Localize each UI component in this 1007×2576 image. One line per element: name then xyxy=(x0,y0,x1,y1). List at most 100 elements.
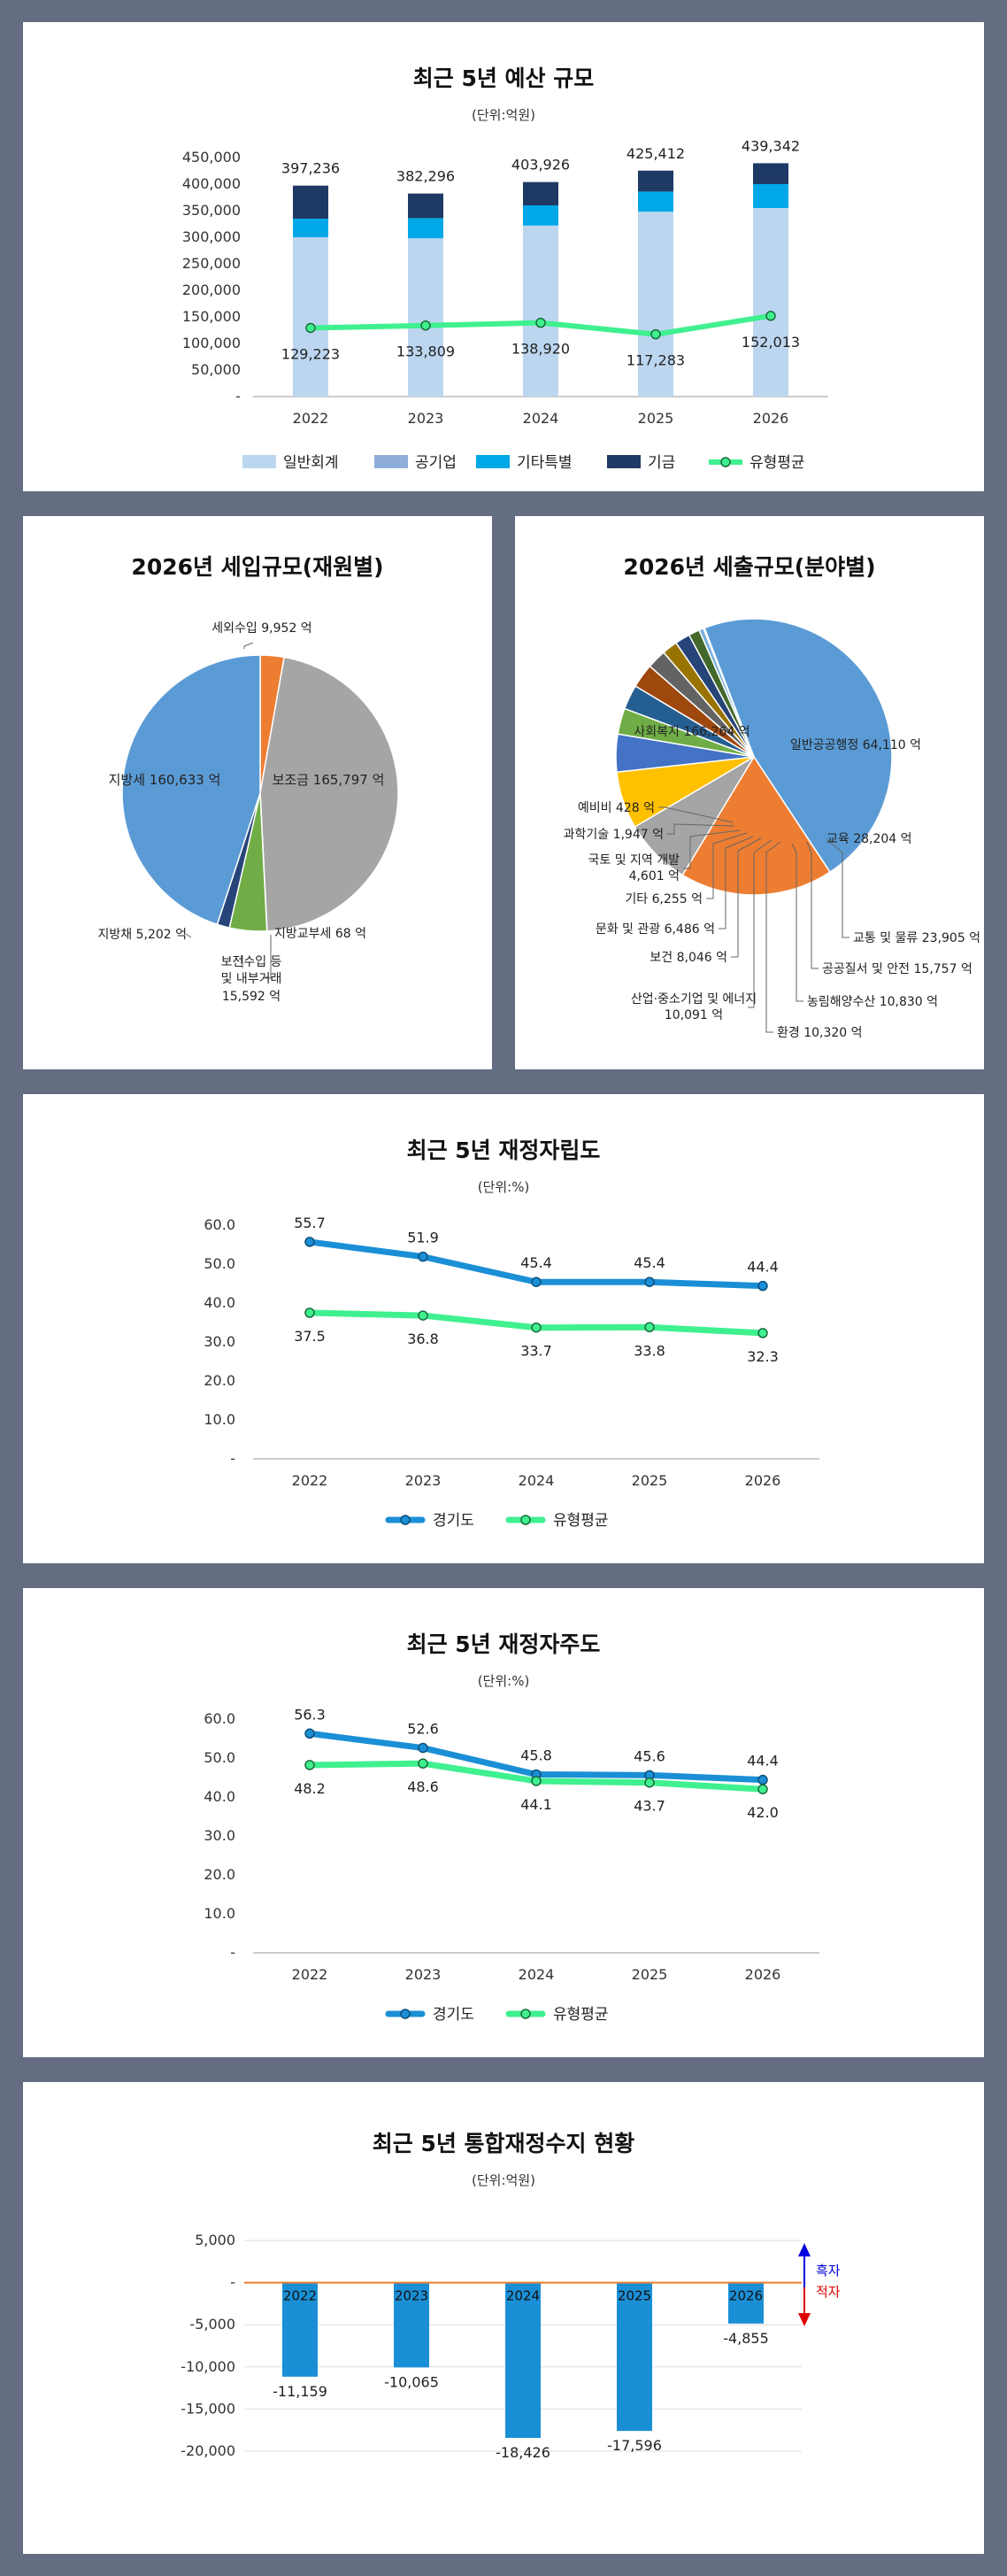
budget-average-point xyxy=(420,320,431,331)
balance-xtick: 2025 xyxy=(618,2288,651,2304)
budget-ytick: 150,000 xyxy=(182,308,241,325)
budget-bar-segment xyxy=(523,205,558,226)
budget-ytick: 400,000 xyxy=(182,175,241,192)
budget-bar-segment xyxy=(523,181,558,205)
indep-xtick: 2026 xyxy=(745,1472,781,1489)
expend-slice xyxy=(703,627,755,758)
auto-ytick: 30.0 xyxy=(204,1827,235,1844)
expend-leader-lines xyxy=(658,806,849,1033)
budget-chart-card: 최근 5년 예산 규모 (단위:억원) 450,000 400,000 350,00… xyxy=(23,22,984,491)
revenue-slice xyxy=(121,654,261,926)
indep-point xyxy=(644,1276,655,1287)
expend-label-edu: 교육 28,204 억 xyxy=(826,832,912,846)
budget-total-label: 397,236 xyxy=(281,160,340,177)
indep-unit: (단위:%) xyxy=(478,1179,530,1195)
indep-xtick: 2022 xyxy=(292,1472,328,1489)
auto-legend-label: 유형평균 xyxy=(553,2006,609,2024)
legend-label: 유형평균 xyxy=(749,454,805,472)
auto-xtick: 2024 xyxy=(519,1966,555,1983)
indep-point xyxy=(757,1280,768,1292)
budget-average-label: 129,223 xyxy=(281,345,340,362)
auto-legend-marker xyxy=(400,2009,411,2019)
leader-land xyxy=(683,829,741,869)
budget-average-point xyxy=(765,311,776,321)
budget-xtick: 2023 xyxy=(408,410,444,427)
balance-ytick: -20,000 xyxy=(181,2442,235,2459)
revenue-title: 2026년 세입규모(재원별) xyxy=(131,554,383,580)
auto-point xyxy=(757,1774,768,1785)
expend-label-etc: 기타 6,255 억 xyxy=(625,892,703,906)
budget-title: 최근 5년 예산 규모 xyxy=(413,66,595,91)
budget-bar-segment xyxy=(293,237,328,397)
balance-ytick: - xyxy=(230,2274,235,2291)
balance-bar xyxy=(728,2282,764,2324)
indep-point xyxy=(418,1310,428,1321)
legend-label: 일반회계 xyxy=(283,454,339,472)
revenue-label-other: 세외수입 9,952 억 xyxy=(211,621,311,636)
deficit-arrow-head xyxy=(798,2313,811,2326)
auto-value-label: 48.6 xyxy=(407,1778,439,1795)
expend-label-land-2: 4,601 억 xyxy=(629,869,680,883)
leader-reserve xyxy=(658,806,734,823)
budget-total-label: 425,412 xyxy=(626,145,685,162)
balance-bar xyxy=(505,2282,541,2439)
auto-unit: (단위:%) xyxy=(478,1673,530,1689)
budget-bar-segment xyxy=(293,219,328,237)
budget-bar-segment xyxy=(408,238,443,397)
leader-env xyxy=(765,841,781,1033)
expend-title: 2026년 세출규모(분야별) xyxy=(623,554,875,580)
revenue-label-transfer-3: 15,592 억 xyxy=(222,990,281,1004)
expend-label-industry-1: 산업·중소기업 및 에너지 xyxy=(631,992,757,1006)
budget-average-point xyxy=(650,328,661,340)
leader-s0 xyxy=(243,642,254,649)
indep-ytick: 30.0 xyxy=(204,1333,235,1350)
legend-label: 공기업 xyxy=(415,454,457,472)
balance-value-label: -11,159 xyxy=(273,2383,327,2400)
indep-point xyxy=(531,1276,542,1287)
auto-value-label: 45.8 xyxy=(520,1747,552,1763)
budget-bar-segment xyxy=(293,185,328,219)
budget-average-label: 152,013 xyxy=(742,334,800,351)
budget-total-label: 439,342 xyxy=(742,137,800,154)
balance-chart: 최근 5년 통합재정수지 현황 (단위:억원) 5,000 - -5,000 -10,… xyxy=(181,2131,841,2461)
expend-label-welfare: 사회복지 166,264 억 xyxy=(634,725,749,739)
revenue-label-grant: 지방교부세 68 억 xyxy=(274,927,366,941)
balance-value-label: -10,065 xyxy=(384,2373,439,2390)
balance-value-label: -17,596 xyxy=(607,2437,662,2454)
balance-ytick: -10,000 xyxy=(181,2358,235,2375)
revenue-label-transfer-1: 보전수입 등 xyxy=(221,955,282,969)
indep-value-label: 36.8 xyxy=(407,1330,439,1347)
indep-value-label: 45.4 xyxy=(634,1254,665,1271)
auto-xtick: 2026 xyxy=(745,1966,781,1983)
expend-chart: 2026년 세출규모(분야별) 사회복지 166,264 억 일반공공행정 64… xyxy=(564,554,980,1040)
auto-point xyxy=(644,1777,655,1788)
independence-chart: 최근 5년 재정자립도 (단위:%) 60.0 50.0 40.0 30.0 20.0 1… xyxy=(204,1138,819,1530)
expend-label-culture: 문화 및 관광 6,486 억 xyxy=(596,922,715,937)
leader-culture xyxy=(719,836,754,929)
auto-value-label: 56.3 xyxy=(294,1706,326,1723)
budget-ytick: 50,000 xyxy=(191,361,241,378)
budget-ytick: 200,000 xyxy=(182,282,241,298)
revenue-label-bond: 지방채 5,202 억 xyxy=(98,928,188,942)
balance-xtick: 2024 xyxy=(506,2288,540,2304)
budget-average-point xyxy=(305,322,316,334)
indep-value-label: 55.7 xyxy=(294,1215,326,1231)
balance-xtick: 2023 xyxy=(395,2288,428,2304)
surplus-arrow-head xyxy=(798,2243,811,2256)
budget-bar-segment xyxy=(638,191,673,212)
auto-value-label: 43.7 xyxy=(634,1798,665,1815)
indep-value-label: 44.4 xyxy=(747,1259,779,1276)
legend-swatch xyxy=(242,455,276,468)
legend-swatch xyxy=(374,455,408,468)
leader-science xyxy=(667,823,735,835)
balance-bar xyxy=(282,2282,318,2377)
auto-legend-label: 경기도 xyxy=(433,2006,474,2024)
indep-point xyxy=(531,1322,542,1333)
legend-label: 기타특별 xyxy=(517,454,573,472)
budget-bar-segment xyxy=(638,170,673,192)
indep-xtick: 2023 xyxy=(405,1472,442,1489)
indep-point xyxy=(644,1322,655,1333)
budget-ytick: - xyxy=(235,388,241,405)
indep-value-label: 32.3 xyxy=(747,1348,779,1365)
auto-point xyxy=(418,1742,428,1754)
